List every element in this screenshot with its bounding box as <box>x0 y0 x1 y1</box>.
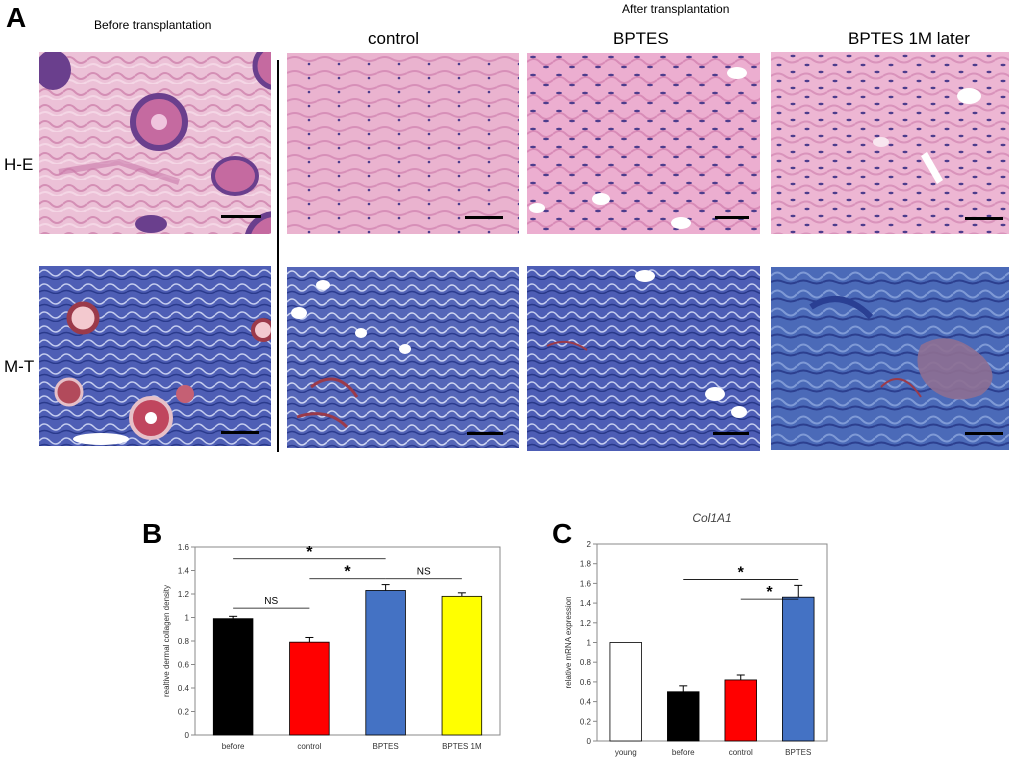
panel-c-letter: C <box>552 518 573 549</box>
row-label-mt: M-T <box>4 357 35 376</box>
chart-c-category-label: control <box>729 748 753 757</box>
vertical-divider <box>277 60 279 452</box>
micrograph-mt-control <box>287 267 519 448</box>
chart-c-bar-bptes <box>782 596 815 742</box>
micrograph-he-bptes <box>527 53 760 234</box>
chart-c: Col1A1 0 0.2 0.4 0.6 0.8 1 1.2 1.4 1.6 1.8 2 relativ… <box>555 508 835 758</box>
chart-c-category-label: before <box>672 748 695 757</box>
micrograph-mt-bptes-1m <box>771 267 1009 450</box>
chart-c-bar-young <box>609 642 642 742</box>
chart-b-ytick-label: 1.6 <box>178 543 190 552</box>
chart-b-svg: 0 0.2 0.4 0.6 0.8 1 1.2 1.4 1.6 realtive dermal c… <box>162 543 501 751</box>
row-label-he: H-E <box>4 155 34 174</box>
group-header-bptes-1m-later: BPTES 1M later <box>848 29 970 48</box>
chart-b-annotation-label: * <box>306 544 313 561</box>
chart-c-ytick-label: 0.2 <box>580 717 592 726</box>
chart-c-category-label: BPTES <box>785 748 811 757</box>
chart-b-annotation-label: NS <box>264 596 278 607</box>
chart-b-ytick-label: 0.8 <box>178 637 190 646</box>
micrograph-he-bptes-1m <box>771 52 1009 234</box>
chart-b-category-label: before <box>222 742 245 751</box>
chart-c-ytick-label: 0 <box>587 737 592 746</box>
chart-b-ytick-label: 1.2 <box>178 590 190 599</box>
chart-b-bar-before <box>212 618 254 736</box>
chart-c-ytick-label: 1.4 <box>580 599 592 608</box>
chart-c-annotation-label: * <box>738 564 745 581</box>
chart-c-ytick-label: 1 <box>587 639 592 648</box>
chart-b-category-label: BPTES <box>373 742 399 751</box>
before-transplantation-header: Before transplantation <box>94 18 212 32</box>
chart-b-ylabel: realtive dermal collagen density <box>162 585 171 697</box>
chart-b-annotation-label: NS <box>417 567 431 578</box>
group-header-bptes: BPTES <box>613 29 669 48</box>
chart-b-annotation-label: * <box>344 564 351 581</box>
chart-b-ytick-label: 0.6 <box>178 661 190 670</box>
after-transplantation-header: After transplantation <box>622 2 730 16</box>
chart-b-ytick-label: 0 <box>185 731 190 740</box>
chart-b: 0 0.2 0.4 0.6 0.8 1 1.2 1.4 1.6 realtive dermal c… <box>150 538 520 758</box>
chart-c-bar-before <box>667 691 700 742</box>
chart-c-svg: Col1A1 0 0.2 0.4 0.6 0.8 1 1.2 1.4 1.6 1.8 2 relativ… <box>564 511 828 757</box>
chart-b-ytick-label: 0.2 <box>178 708 190 717</box>
chart-b-ytick-label: 1 <box>185 614 190 623</box>
micrograph-mt-before <box>39 266 271 446</box>
chart-c-ylabel: relative mRNA expression <box>564 596 573 688</box>
chart-b-category-label: BPTES 1M <box>442 742 482 751</box>
chart-c-ytick-label: 1.6 <box>580 579 592 588</box>
chart-c-ytick-label: 2 <box>587 540 592 549</box>
chart-c-ytick-label: 1.8 <box>580 560 592 569</box>
chart-b-ytick-label: 1.4 <box>178 567 190 576</box>
chart-b-bar-bptes <box>365 590 406 736</box>
chart-c-ytick-label: 1.2 <box>580 619 592 628</box>
panel-a-letter: A <box>6 2 27 33</box>
micrograph-mt-bptes <box>527 266 760 451</box>
chart-b-bar-bptes-1m <box>441 595 483 736</box>
chart-c-ytick-label: 0.6 <box>580 678 592 687</box>
panel-b-letter: B <box>142 518 163 549</box>
chart-b-category-label: control <box>297 742 321 751</box>
micrograph-he-before <box>39 52 271 234</box>
chart-c-ytick-label: 0.4 <box>580 698 592 707</box>
chart-b-bar-control <box>289 641 330 736</box>
chart-c-ytick-label: 0.8 <box>580 658 592 667</box>
micrograph-he-control <box>287 53 519 234</box>
group-header-control: control <box>368 29 420 48</box>
chart-c-bar-control <box>724 679 757 742</box>
chart-c-title: Col1A1 <box>692 511 731 525</box>
chart-c-annotation-label: * <box>766 584 773 601</box>
chart-c-category-label: young <box>615 748 637 757</box>
chart-b-ytick-label: 0.4 <box>178 684 190 693</box>
